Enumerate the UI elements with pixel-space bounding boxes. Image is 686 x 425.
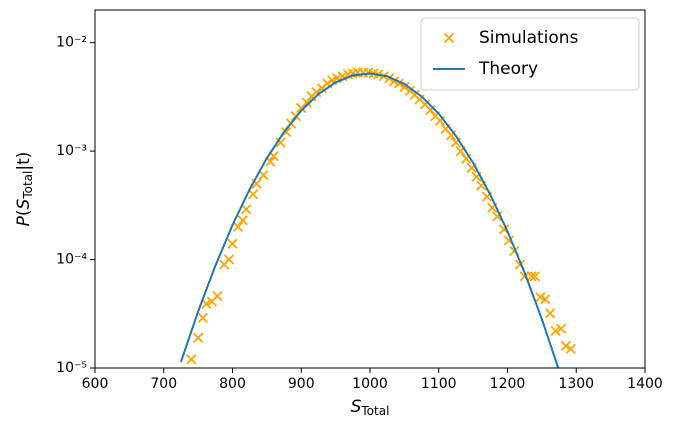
scatter-point (550, 325, 561, 337)
y-label-rest: |t) (14, 152, 34, 171)
scatter-point (227, 238, 238, 249)
legend-marker (443, 32, 455, 44)
scatter-point (247, 189, 259, 200)
x-tick-label: 1400 (627, 376, 663, 392)
scatter-point (186, 354, 197, 365)
y-tick-label: 10⁻⁴ (56, 252, 87, 268)
scatter-point (192, 332, 204, 343)
y-label-paren: ( (14, 209, 34, 216)
scatter-point (492, 211, 503, 222)
y-tick-label: 10⁻⁵ (56, 360, 87, 376)
y-label-p: P (14, 215, 34, 226)
x-label-sub: Total (360, 404, 389, 418)
theory-line (179, 72, 560, 368)
legend-box (420, 17, 640, 91)
scatter-point (311, 86, 322, 98)
legend-label: Theory (478, 59, 538, 79)
y-tick-label: 10⁻³ (56, 143, 87, 159)
scatter-point (197, 312, 209, 323)
scatter-point (232, 221, 244, 233)
x-tick-label: 600 (82, 376, 109, 392)
scatter-point (237, 215, 248, 226)
x-tick-label: 900 (288, 376, 315, 392)
scatter-point (301, 97, 312, 108)
scatter-point (526, 271, 537, 282)
scatter-point (560, 340, 572, 351)
x-tick-label: 1000 (352, 376, 388, 392)
scatter-point (399, 81, 410, 93)
y-tick-label: 10⁻² (56, 35, 87, 51)
scatter-point (212, 290, 223, 302)
legend-label: Simulations (479, 28, 579, 48)
scatter-point (565, 343, 576, 355)
x-tick-label: 700 (150, 376, 177, 392)
y-label-sub: Total (21, 171, 35, 200)
scatter-point (540, 294, 551, 305)
x-tick-label: 800 (219, 376, 246, 392)
scatter-point (223, 254, 235, 265)
plot-area (179, 67, 576, 368)
scatter-point (258, 170, 269, 181)
scatter-point (544, 308, 556, 319)
scatter-point (529, 271, 541, 282)
scatter-point (241, 204, 252, 215)
scatter-point (425, 104, 436, 116)
x-tick-label: 1200 (490, 376, 526, 392)
y-label-s: S (14, 198, 34, 209)
x-axis-label: STotal (351, 397, 390, 418)
x-label-main: S (351, 397, 362, 417)
y-axis-label: P(STotal|t) (14, 152, 35, 227)
scatter-point (275, 137, 286, 148)
x-tick-label: 1300 (558, 376, 594, 392)
x-tick-label: 1100 (421, 376, 457, 392)
scatter-point (201, 298, 212, 310)
scatter-point (555, 323, 567, 334)
